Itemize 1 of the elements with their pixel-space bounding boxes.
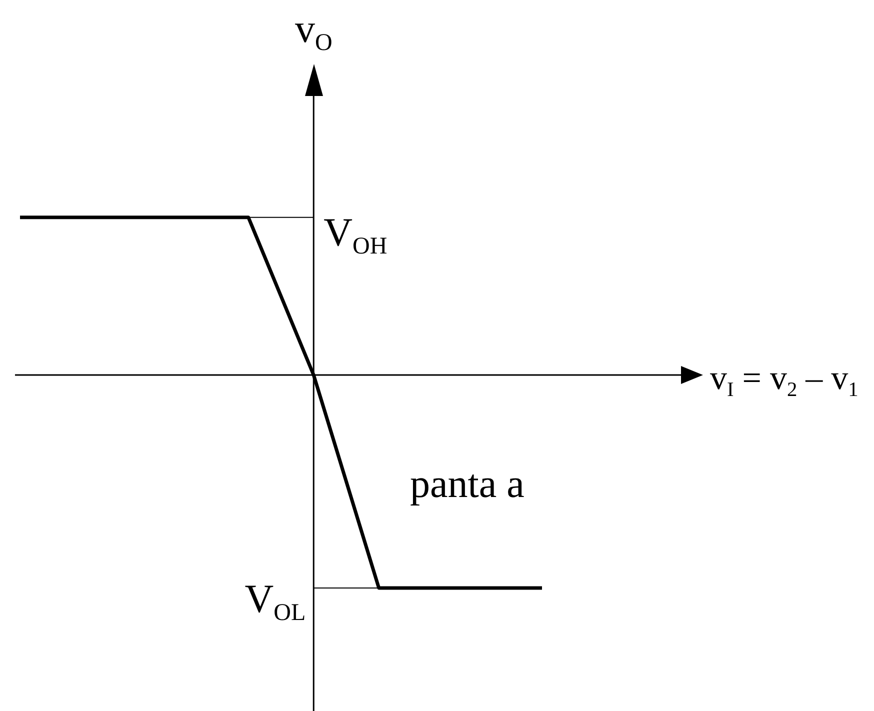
- annotation: panta a: [410, 461, 525, 506]
